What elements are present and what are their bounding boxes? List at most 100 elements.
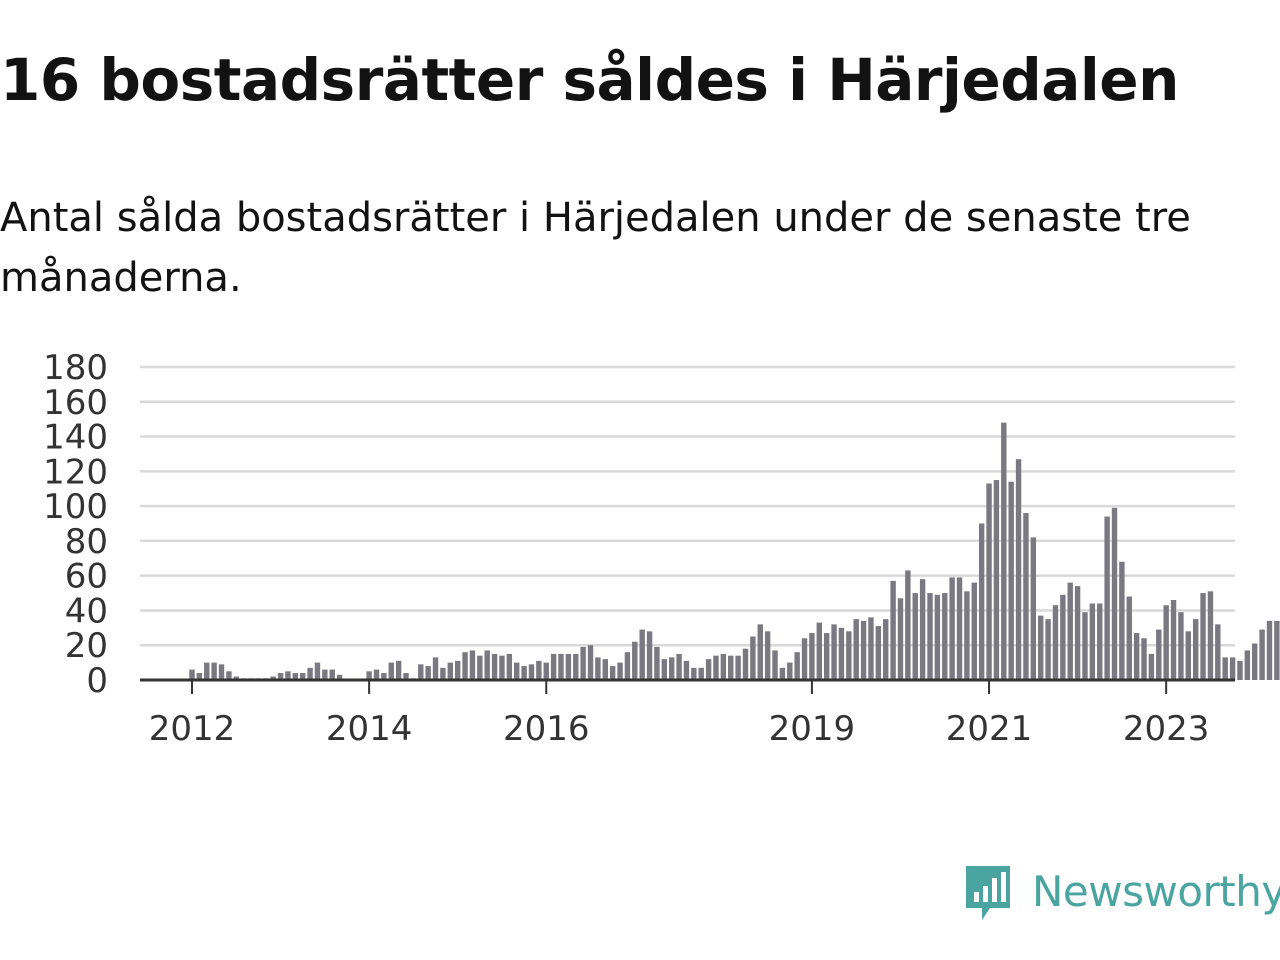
bar <box>1008 481 1014 680</box>
bar <box>314 662 321 680</box>
bar <box>757 624 763 680</box>
bar <box>1097 603 1103 680</box>
bar <box>1252 643 1258 680</box>
bar <box>565 653 572 680</box>
bar <box>204 662 210 680</box>
bar <box>772 650 778 680</box>
bar <box>491 653 498 680</box>
bar <box>462 652 468 680</box>
bar <box>919 579 926 680</box>
bar <box>573 653 579 680</box>
bar <box>1192 619 1199 680</box>
bar <box>890 580 896 680</box>
bar <box>831 624 837 680</box>
bar <box>942 593 948 680</box>
bar <box>978 523 985 680</box>
bar <box>1067 582 1073 680</box>
bar <box>558 653 564 680</box>
page-subtitle: Antal sålda bostadsrätter i Härjedalen u… <box>0 195 1191 301</box>
bar <box>366 671 372 680</box>
bar <box>226 671 232 680</box>
bar <box>853 619 859 680</box>
bar <box>1229 657 1236 680</box>
bar <box>440 667 446 680</box>
bar <box>986 483 992 680</box>
bar <box>661 659 668 680</box>
bar <box>1001 422 1007 680</box>
bar <box>543 662 549 680</box>
bar <box>285 671 291 680</box>
bar <box>691 667 697 680</box>
y-tick-label: 40 <box>65 591 108 631</box>
bar <box>993 480 1000 680</box>
bar <box>587 645 594 680</box>
bar <box>329 669 335 680</box>
bar <box>595 657 601 680</box>
bar <box>454 660 461 680</box>
y-tick-label: 60 <box>65 557 108 597</box>
bar <box>1023 513 1029 680</box>
bar <box>905 570 911 680</box>
bar <box>277 673 284 680</box>
bar <box>395 660 402 680</box>
bar <box>1030 537 1037 680</box>
x-tick-label: 2014 <box>326 709 413 749</box>
bar <box>838 627 845 680</box>
bar <box>742 648 749 680</box>
bar <box>883 619 889 680</box>
bar <box>1215 624 1221 680</box>
bar <box>1052 605 1059 680</box>
bar <box>1259 629 1265 680</box>
bar <box>1082 612 1088 680</box>
bar <box>964 591 970 680</box>
newsworthy-logo: Newsworthy <box>962 862 1280 928</box>
bar <box>218 664 225 680</box>
bar <box>477 655 483 680</box>
bar <box>425 666 431 680</box>
bar <box>388 662 394 680</box>
bar <box>1222 657 1228 680</box>
bar <box>373 669 380 680</box>
bar <box>550 653 557 680</box>
bar <box>676 653 682 680</box>
bar <box>735 655 741 680</box>
x-tick-label: 2016 <box>503 709 590 749</box>
bar <box>823 633 830 680</box>
bar <box>1119 561 1125 680</box>
x-tick-label: 2021 <box>946 709 1033 749</box>
bar <box>632 641 638 680</box>
bar <box>1111 507 1118 680</box>
x-tick-label: 2023 <box>1123 709 1210 749</box>
bar <box>934 594 941 680</box>
y-tick-label: 80 <box>65 522 108 562</box>
bar <box>956 577 963 680</box>
bar <box>787 662 793 680</box>
bar <box>971 582 977 680</box>
bar <box>1148 653 1155 680</box>
bar <box>1207 591 1214 680</box>
bar <box>868 617 874 680</box>
bar <box>300 673 306 680</box>
x-tick-label: 2019 <box>769 709 856 749</box>
bar <box>617 662 623 680</box>
y-tick-label: 0 <box>86 661 108 701</box>
bar <box>801 638 808 680</box>
bar <box>949 577 955 680</box>
bar <box>750 636 756 680</box>
bar <box>484 650 490 680</box>
bar <box>1274 620 1280 680</box>
bar <box>639 629 645 680</box>
bar <box>1200 593 1206 680</box>
bar <box>233 676 239 680</box>
bar <box>307 667 313 680</box>
bar <box>764 631 771 680</box>
bar <box>1074 586 1081 680</box>
bar <box>698 667 704 680</box>
bar <box>609 666 616 680</box>
bar <box>418 664 424 680</box>
bar <box>580 646 586 680</box>
bar <box>720 653 727 680</box>
bar <box>381 673 387 680</box>
y-tick-label: 100 <box>43 487 108 527</box>
